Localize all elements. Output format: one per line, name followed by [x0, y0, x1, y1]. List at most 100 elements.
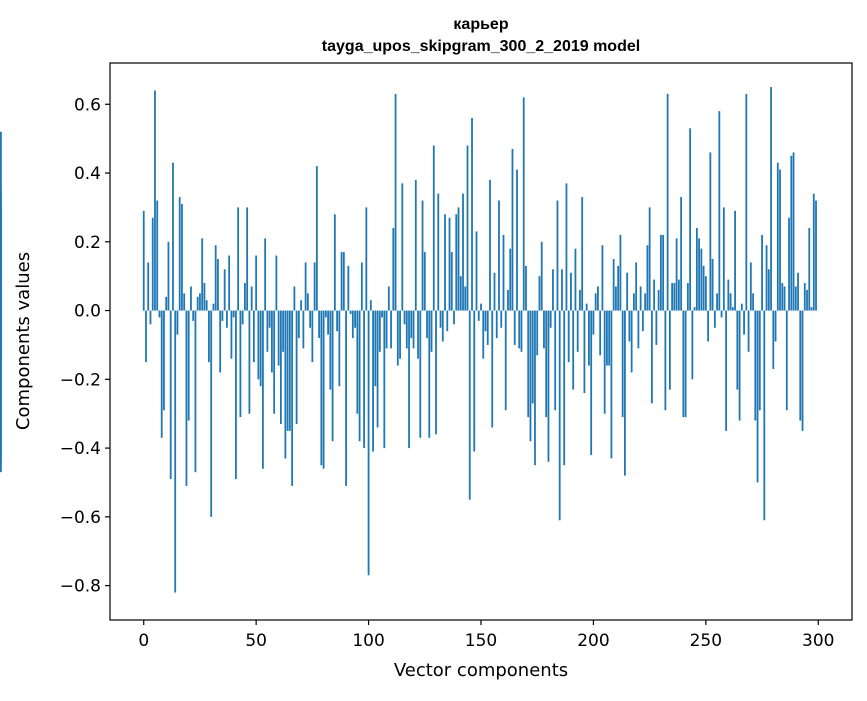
bar	[192, 310, 195, 321]
x-tick-label: 250	[690, 631, 722, 651]
bar	[363, 310, 365, 449]
bar	[763, 310, 766, 521]
bar	[417, 310, 419, 359]
x-tick-label: 50	[245, 631, 267, 651]
bar	[794, 286, 797, 311]
bar	[588, 310, 590, 366]
bar	[327, 310, 329, 335]
bar	[615, 286, 617, 311]
bar	[495, 310, 498, 339]
bar	[441, 310, 444, 342]
bar	[534, 310, 536, 466]
bar	[709, 152, 712, 311]
bar	[565, 183, 568, 311]
bar	[306, 293, 309, 311]
bar	[682, 310, 685, 418]
bar	[160, 310, 163, 438]
bar	[630, 310, 633, 373]
bar	[273, 310, 276, 414]
bar	[471, 118, 473, 311]
bar	[145, 310, 147, 363]
bar	[183, 293, 186, 311]
bar	[426, 310, 428, 339]
bar	[745, 93, 748, 311]
bar	[695, 228, 698, 311]
bar	[736, 310, 739, 390]
bar	[423, 252, 426, 311]
bar	[408, 310, 410, 449]
bar	[435, 310, 437, 435]
bar	[756, 310, 759, 483]
bar	[286, 310, 289, 431]
bar	[484, 310, 487, 332]
bar	[340, 252, 343, 311]
bar	[576, 310, 579, 352]
plot-frame	[109, 62, 853, 621]
bar	[372, 310, 374, 452]
bar	[552, 269, 554, 311]
bar	[264, 238, 267, 311]
bar	[738, 310, 741, 421]
bar	[345, 310, 347, 486]
bar	[324, 310, 327, 318]
bar	[689, 128, 692, 311]
bar	[788, 217, 790, 311]
bar	[365, 207, 368, 311]
bar	[351, 310, 354, 339]
bar	[354, 310, 356, 328]
bar	[754, 310, 757, 421]
bar	[713, 310, 716, 328]
bar	[235, 310, 237, 480]
bar	[619, 234, 622, 311]
bar	[776, 162, 779, 311]
bar	[0, 310, 2, 359]
bar	[0, 207, 2, 311]
bar	[336, 310, 338, 332]
bar	[680, 197, 683, 311]
bar	[727, 279, 730, 311]
bar	[428, 310, 431, 438]
bar	[392, 228, 395, 311]
y-tick-label: −0.4	[60, 439, 101, 459]
bar	[686, 283, 689, 311]
bar	[509, 248, 512, 311]
bar	[635, 262, 638, 311]
bar	[590, 310, 593, 455]
bar	[700, 248, 703, 311]
bar	[459, 276, 462, 311]
bar	[378, 310, 381, 352]
bar	[304, 262, 307, 311]
bar	[547, 310, 550, 462]
bar	[617, 265, 620, 311]
bar	[486, 310, 489, 345]
bar	[208, 310, 210, 363]
bar	[659, 234, 662, 311]
bar	[624, 310, 626, 476]
bar	[493, 272, 496, 311]
bar	[455, 214, 458, 311]
bar	[268, 310, 271, 328]
bar	[0, 310, 2, 473]
bar	[767, 269, 770, 311]
bar	[217, 258, 219, 311]
x-axis-label: Vector components	[394, 660, 568, 681]
bar	[277, 310, 280, 366]
bar	[194, 310, 197, 473]
bar	[405, 310, 408, 349]
bar	[156, 200, 159, 311]
x-tick-label: 300	[802, 631, 834, 651]
bar	[806, 289, 808, 311]
bar	[761, 234, 763, 311]
bar	[592, 310, 595, 335]
bar	[322, 310, 325, 469]
y-tick-label: −0.8	[60, 577, 101, 597]
bar	[655, 310, 658, 345]
bar	[444, 214, 446, 311]
bar	[430, 310, 433, 352]
bar	[288, 310, 291, 431]
bar	[677, 279, 680, 311]
y-tick-label: 0.2	[74, 233, 101, 253]
y-tick-label: −0.2	[60, 370, 101, 390]
bar	[707, 310, 709, 342]
